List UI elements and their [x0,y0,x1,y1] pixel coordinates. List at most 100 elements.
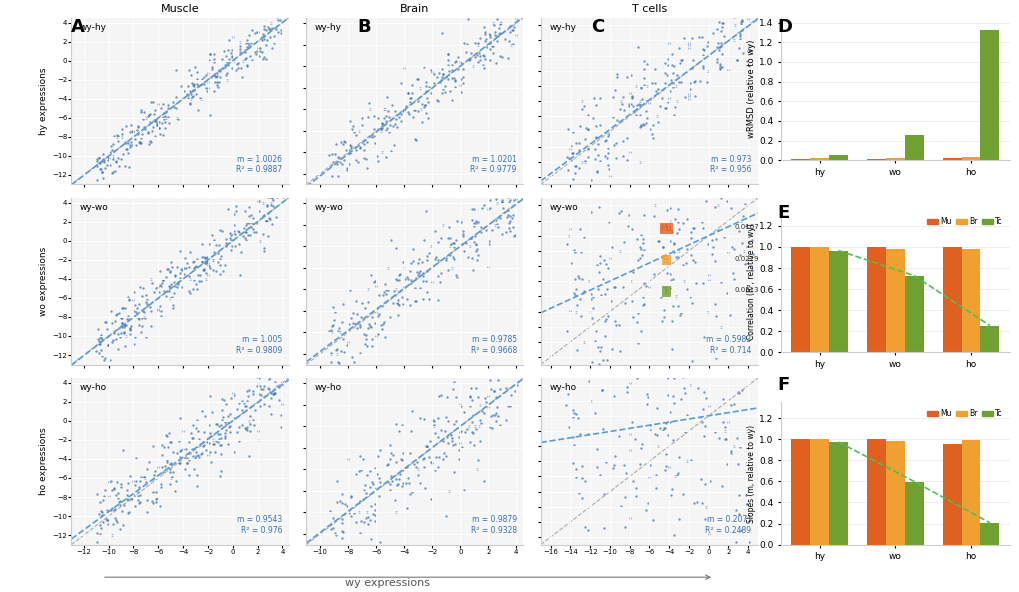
Point [104,146,120,155]
Point [585,113,601,123]
Point [488,408,504,417]
Point [497,34,514,44]
Point [636,65,652,74]
Point [189,80,205,89]
Bar [866,159,886,160]
Text: m = 1.0201
R² = 0.9779: m = 1.0201 R² = 0.9779 [470,155,517,175]
Point [340,508,357,517]
Point [732,217,748,226]
Point [581,569,597,578]
Point [209,430,225,439]
Point [140,127,156,136]
Text: Mu: Mu [660,224,672,233]
Point [600,130,616,139]
Point [396,275,413,284]
Point [700,294,716,303]
Point [185,79,202,89]
Point [328,349,344,359]
Point [113,482,129,492]
Point [638,366,654,376]
Point [417,86,433,96]
Point [624,225,640,234]
Point [360,284,376,294]
Point [159,456,175,465]
Point [194,74,210,83]
Point [105,139,121,149]
Point [472,362,488,371]
Bar [904,481,923,545]
Point [710,45,727,54]
Point [252,381,268,391]
Point [429,432,445,442]
Point [136,107,152,116]
Point [619,388,635,397]
Point [580,276,596,286]
Point [333,526,350,535]
Point [99,324,115,334]
Point [634,292,650,302]
Point [433,72,449,82]
Point [252,236,268,246]
Point [607,320,624,329]
Point [246,420,262,429]
Point [457,427,473,437]
Point [661,417,678,427]
Point [191,434,207,443]
Point [351,529,367,538]
Point [98,160,114,170]
Point [357,513,373,522]
Point [101,491,117,501]
Point [387,419,404,429]
Point [743,236,759,245]
Point [576,477,592,486]
Point [369,113,385,123]
Point [89,155,105,164]
Point [115,445,131,455]
Point [362,545,378,554]
Point [607,138,624,147]
Point [742,77,758,86]
Point [444,440,461,450]
Point [156,109,172,118]
Point [174,445,191,454]
Point [622,147,638,157]
Point [361,99,377,108]
Point [272,170,288,179]
Point [693,417,709,427]
Point [145,98,161,107]
Point [602,236,619,245]
Point [606,317,623,326]
Point [587,132,603,141]
Point [478,370,494,379]
Point [150,99,166,108]
Text: B: B [357,18,370,36]
Point [184,91,201,100]
Point [445,73,462,83]
Point [393,110,410,119]
Point [114,149,130,159]
Point [704,28,720,38]
Point [416,483,432,493]
Point [395,263,412,272]
Point [710,18,727,27]
Point [592,251,608,260]
Point [662,321,679,331]
Point [153,281,169,291]
Point [737,353,753,363]
Point [100,519,116,529]
Point [493,52,510,62]
Point [440,487,457,496]
Point [211,472,227,481]
Point [252,47,268,56]
Point [356,554,372,563]
Point [684,34,700,43]
Point [94,334,110,344]
Point [395,105,412,115]
Point [213,420,229,430]
Point [333,533,350,543]
Point [190,81,206,91]
Point [331,496,347,506]
Point [137,313,153,323]
Point [598,154,614,163]
Point [247,28,263,38]
